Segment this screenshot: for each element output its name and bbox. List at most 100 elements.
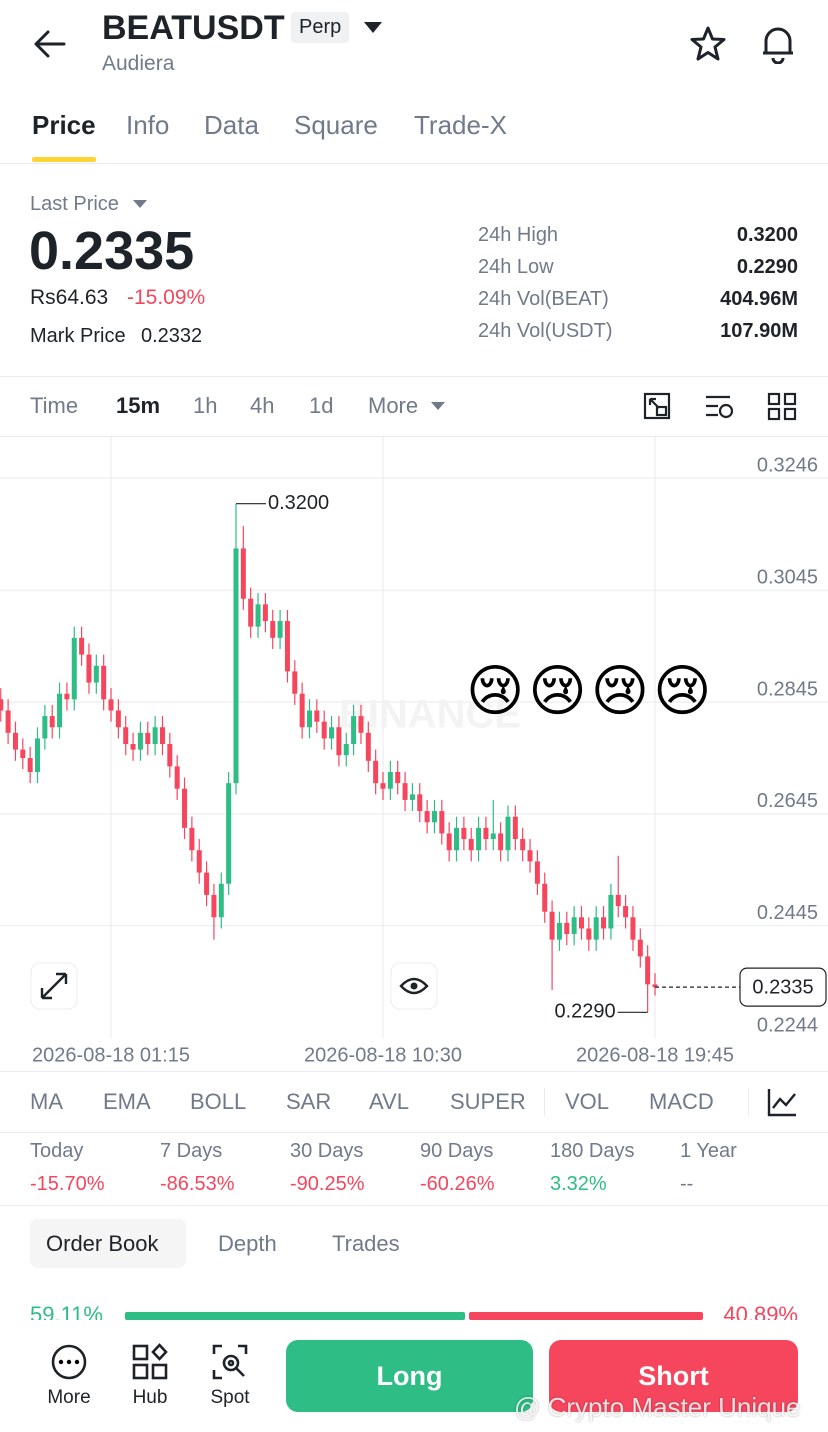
- stat-label: 24h Vol(USDT): [478, 320, 613, 342]
- indicator[interactable]: SUPER: [450, 1089, 526, 1114]
- y-tick-label: 0.3045: [757, 567, 818, 589]
- candle-body: [86, 654, 92, 683]
- stat-value: 0.3200: [736, 224, 798, 246]
- divider: [0, 1132, 828, 1133]
- candle-body: [167, 744, 173, 767]
- mark-price-label: Mark Price: [30, 325, 126, 347]
- max-label: 0.3200: [268, 492, 329, 514]
- candle-body: [564, 922, 570, 935]
- indicator[interactable]: MA: [30, 1089, 63, 1114]
- candle-body: [196, 850, 202, 873]
- stat-label: 24h High: [478, 224, 559, 246]
- expand-button[interactable]: [30, 962, 78, 1010]
- candle-body: [182, 788, 188, 828]
- y-tick-label: 0.3246: [757, 454, 818, 476]
- change: -60.26%: [420, 1173, 495, 1195]
- divider: [0, 436, 828, 437]
- indicator-settings[interactable]: [766, 1086, 798, 1118]
- candle-body: [652, 984, 658, 988]
- candle-body: [115, 710, 121, 728]
- last-price-label[interactable]: Last Price: [30, 193, 119, 215]
- interval[interactable]: 1h: [193, 393, 218, 418]
- bid-ratio: 59.11%: [30, 1302, 103, 1320]
- interval[interactable]: More: [368, 393, 419, 418]
- period: 180 Days: [550, 1140, 635, 1162]
- long-button[interactable]: Long: [286, 1340, 533, 1412]
- short-button[interactable]: Short: [549, 1340, 798, 1412]
- tab[interactable]: Price: [32, 110, 96, 140]
- candle-body: [439, 811, 445, 834]
- y-tick-label: 0.2845: [757, 678, 818, 700]
- candle-body: [159, 727, 165, 745]
- visibility-button[interactable]: [390, 962, 438, 1010]
- price-tag: 0.2335: [752, 976, 813, 998]
- candle-body: [387, 771, 393, 789]
- candle-body: [586, 928, 592, 940]
- y-tick-label: 0.2645: [757, 790, 818, 812]
- book-tab[interactable]: Depth: [218, 1231, 277, 1256]
- favorite-icon[interactable]: [688, 24, 728, 64]
- chart-tools[interactable]: [642, 390, 802, 422]
- tab[interactable]: Trade-X: [414, 110, 507, 140]
- stat-value: 404.96M: [720, 288, 798, 310]
- last-price: 0.2335: [29, 221, 195, 281]
- candle-body: [409, 794, 415, 800]
- candle-body: [93, 665, 99, 683]
- candle-body: [578, 917, 584, 929]
- divider: [748, 1088, 749, 1116]
- dropdown-icon[interactable]: [362, 20, 384, 36]
- candle-body: [204, 872, 210, 895]
- back-button[interactable]: [30, 26, 70, 62]
- candle-body: [498, 833, 504, 851]
- y-tick-label: 0.2244: [757, 1014, 818, 1036]
- indicator[interactable]: SAR: [286, 1089, 332, 1114]
- nav-icon[interactable]: [210, 1342, 250, 1382]
- interval[interactable]: Time: [30, 393, 79, 418]
- book-tab[interactable]: Trades: [332, 1231, 400, 1256]
- candle-body: [424, 811, 430, 823]
- candlestick-chart: 0.2244 0.2445 0.2645 0.2845 0.3045 0.3246 2026…: [0, 437, 828, 1066]
- candle-body: [5, 710, 11, 733]
- alert-icon[interactable]: [758, 22, 798, 64]
- bid-bar: [125, 1312, 465, 1320]
- candle-body: [468, 839, 474, 851]
- indicator[interactable]: BOLL: [190, 1089, 247, 1114]
- candle-body: [358, 716, 364, 733]
- candle-body: [314, 710, 320, 722]
- candle-body: [336, 727, 342, 756]
- candle-body: [262, 604, 268, 622]
- candle-body: [101, 665, 107, 700]
- interval[interactable]: 4h: [250, 393, 275, 418]
- candle-body: [57, 693, 63, 728]
- candle-body: [71, 637, 77, 700]
- watermark: @ Crypto Master Unique: [514, 1392, 801, 1422]
- period: 30 Days: [290, 1140, 364, 1162]
- indicator[interactable]: VOL: [565, 1089, 610, 1114]
- nav-icon[interactable]: [130, 1342, 170, 1382]
- interval[interactable]: 15m: [116, 393, 161, 418]
- nav-icon[interactable]: [49, 1342, 89, 1382]
- interval[interactable]: 1d: [309, 393, 334, 418]
- divider: [0, 163, 828, 164]
- candle-body: [608, 894, 614, 929]
- divider: [0, 1205, 828, 1206]
- nav-label[interactable]: More: [47, 1387, 91, 1408]
- candle-body: [402, 783, 408, 800]
- indicator[interactable]: AVL: [369, 1089, 409, 1114]
- nav-label[interactable]: Spot: [210, 1387, 250, 1408]
- candle-body: [123, 727, 129, 745]
- nav-label[interactable]: Hub: [132, 1387, 168, 1408]
- tab[interactable]: Info: [126, 110, 170, 140]
- change: -15.70%: [30, 1173, 105, 1195]
- candle-body: [351, 716, 357, 745]
- indicator[interactable]: MACD: [649, 1089, 714, 1114]
- symbol[interactable]: BEATUSDT: [102, 9, 285, 47]
- book-tab[interactable]: Order Book: [46, 1231, 159, 1256]
- tab[interactable]: Data: [204, 110, 259, 140]
- candle-body: [490, 833, 496, 840]
- candle-body: [630, 917, 636, 940]
- tab[interactable]: Square: [294, 110, 378, 140]
- indicator[interactable]: EMA: [103, 1089, 151, 1114]
- candle-body: [527, 850, 533, 862]
